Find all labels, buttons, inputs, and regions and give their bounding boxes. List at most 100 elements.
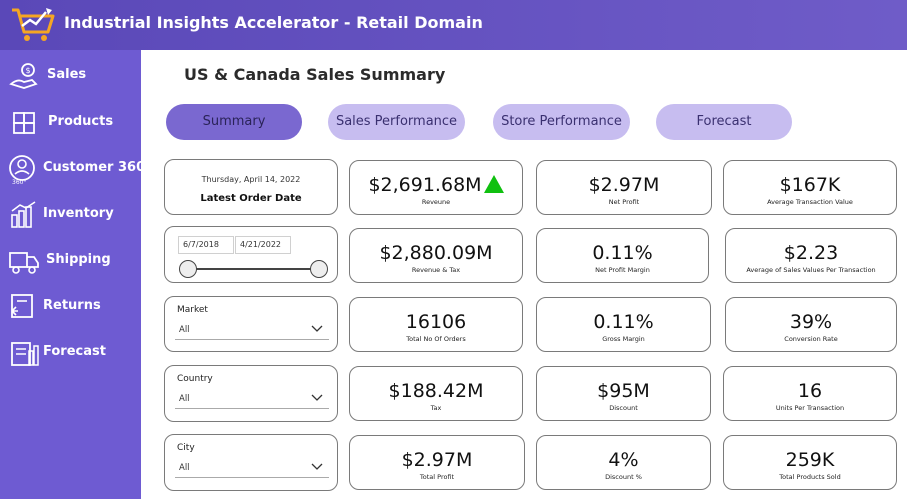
kpi-value: 16 <box>797 380 823 402</box>
kpi-value: $2.97M <box>401 449 473 471</box>
kpi-card-units-per-transaction: 16 Units Per Transaction <box>723 366 897 421</box>
sidebar-item-sales[interactable]: $ Sales <box>0 56 141 96</box>
kpi-card-avg-sales-per-transaction: $2.23 Average of Sales Values Per Transa… <box>725 228 897 283</box>
kpi-label: Revenue & Tax <box>411 266 461 274</box>
products-icon <box>13 112 35 134</box>
kpi-value-text: $2,691.68M <box>368 174 482 196</box>
market-select-value: All <box>179 325 190 335</box>
kpi-card-discount: $95M Discount <box>536 366 711 421</box>
chevron-down-icon <box>311 394 323 401</box>
sidebar-item-label: Customer 360 <box>43 160 146 175</box>
market-filter: Market All <box>164 296 338 352</box>
kpi-label: Total Products Sold <box>779 473 841 481</box>
city-select-value: All <box>179 463 190 473</box>
kpi-label: Units Per Transaction <box>775 404 845 412</box>
page-title: US & Canada Sales Summary <box>184 65 446 84</box>
kpi-card-discount-percent: 4% Discount % <box>536 435 711 490</box>
kpi-card-conversion-rate: 39% Conversion Rate <box>725 297 897 352</box>
sales-icon: $ <box>9 63 38 89</box>
kpi-value: 16106 <box>405 311 467 333</box>
kpi-card-gross-margin: 0.11% Gross Margin <box>536 297 711 352</box>
kpi-value: 259K <box>785 449 835 471</box>
end-date-input[interactable]: 4/21/2022 <box>235 236 291 254</box>
sidebar-item-shipping[interactable]: Shipping <box>0 241 141 281</box>
sidebar-item-label: Shipping <box>46 252 111 267</box>
date-slider-track <box>187 268 319 270</box>
customer-360-icon: 360° <box>9 155 35 185</box>
latest-order-date-value: Thursday, April 14, 2022 <box>201 175 301 184</box>
kpi-value: $2,691.68M <box>350 174 522 196</box>
date-slider-start-handle[interactable] <box>179 260 197 278</box>
kpi-label: Average of Sales Values Per Transaction <box>746 266 876 274</box>
forecast-icon <box>11 342 39 366</box>
kpi-value: $2.97M <box>588 174 660 196</box>
kpi-value: 39% <box>789 311 833 333</box>
kpi-label: Tax <box>430 404 442 412</box>
kpi-value: $188.42M <box>388 380 484 402</box>
kpi-card-total-profit: $2.97M Total Profit <box>349 435 525 490</box>
kpi-card-total-products-sold: 259K Total Products Sold <box>723 435 897 490</box>
start-date-input[interactable]: 6/7/2018 <box>178 236 234 254</box>
kpi-label: Gross Margin <box>602 335 645 343</box>
latest-order-date-card: Thursday, April 14, 2022 Latest Order Da… <box>164 159 338 215</box>
country-filter-title: Country <box>177 374 213 384</box>
kpi-label: Discount % <box>605 473 642 481</box>
kpi-label: Discount <box>609 404 638 412</box>
city-filter-title: City <box>177 443 195 453</box>
kpi-card-tax: $188.42M Tax <box>349 366 523 421</box>
kpi-value: $95M <box>597 380 650 402</box>
shipping-icon <box>9 252 39 274</box>
kpi-value: 0.11% <box>592 242 653 264</box>
kpi-value: $167K <box>779 174 841 196</box>
kpi-label: Total Profit <box>419 473 455 481</box>
tab-summary[interactable]: Summary <box>166 104 302 140</box>
market-select[interactable]: All <box>175 321 329 340</box>
latest-order-date-label: Latest Order Date <box>200 193 302 204</box>
kpi-value: $2.23 <box>783 242 839 264</box>
country-filter: Country All <box>164 365 338 422</box>
sidebar-item-label: Returns <box>43 298 101 313</box>
city-filter: City All <box>164 434 338 491</box>
svg-text:$: $ <box>26 66 31 75</box>
country-select-value: All <box>179 394 190 404</box>
tab-forecast[interactable]: Forecast <box>656 104 792 140</box>
tab-sales-performance[interactable]: Sales Performance <box>328 104 465 140</box>
kpi-label: Net Profit <box>608 198 640 206</box>
kpi-label: Net Profit Margin <box>595 266 650 274</box>
kpi-card-total-orders: 16106 Total No Of Orders <box>349 297 523 352</box>
city-select[interactable]: All <box>175 459 329 478</box>
sidebar-item-label: Sales <box>47 67 87 82</box>
kpi-label: Conversion Rate <box>784 335 838 343</box>
date-range-slicer: 6/7/2018 4/21/2022 <box>164 226 338 283</box>
kpi-value: 0.11% <box>593 311 654 333</box>
app-title: Industrial Insights Accelerator - Retail… <box>64 13 483 32</box>
returns-icon <box>11 294 33 318</box>
sidebar-item-label: Products <box>48 114 114 129</box>
kpi-card-revenue: $2,691.68M Reveune <box>349 160 523 215</box>
sidebar-item-forecast[interactable]: Forecast <box>0 333 141 373</box>
kpi-label: Reveune <box>421 198 451 206</box>
svg-text:360°: 360° <box>12 179 26 185</box>
kpi-card-avg-transaction-value: $167K Average Transaction Value <box>723 160 897 215</box>
sidebar-item-label: Forecast <box>43 344 106 359</box>
date-slider-end-handle[interactable] <box>310 260 328 278</box>
market-filter-title: Market <box>177 305 208 315</box>
inventory-icon <box>11 201 36 228</box>
chevron-down-icon <box>311 325 323 332</box>
sidebar-item-label: Inventory <box>43 206 114 221</box>
sidebar-item-products[interactable]: Products <box>0 103 141 143</box>
kpi-label: Total No Of Orders <box>406 335 466 343</box>
sidebar-item-returns[interactable]: Returns <box>0 287 141 327</box>
kpi-card-net-profit: $2.97M Net Profit <box>536 160 712 215</box>
top-bar: Industrial Insights Accelerator - Retail… <box>0 0 907 50</box>
tab-store-performance[interactable]: Store Performance <box>493 104 630 140</box>
sidebar-item-customer-360[interactable]: 360° Customer 360 <box>0 149 145 189</box>
sidebar-nav: $ Sales Products 360° Customer 360 Inven… <box>0 50 145 499</box>
kpi-label: Average Transaction Value <box>767 198 853 206</box>
kpi-value: $2,880.09M <box>379 242 493 264</box>
sidebar-item-inventory[interactable]: Inventory <box>0 195 141 235</box>
kpi-card-net-profit-margin: 0.11% Net Profit Margin <box>536 228 709 283</box>
shopping-cart-logo-icon <box>12 8 55 41</box>
kpi-value: 4% <box>608 449 639 471</box>
country-select[interactable]: All <box>175 390 329 409</box>
